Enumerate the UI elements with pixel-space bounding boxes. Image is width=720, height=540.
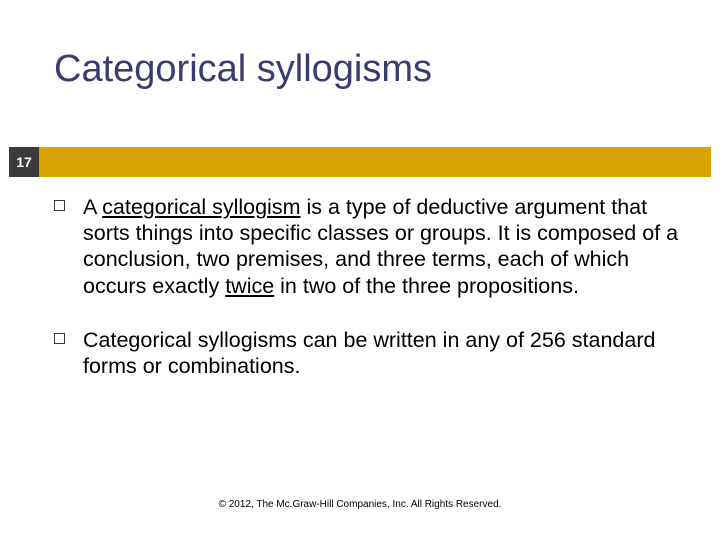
text-fragment: A (83, 195, 102, 219)
page-number-badge: 17 (9, 147, 39, 177)
list-item: Categorical syllogisms can be written in… (54, 327, 680, 379)
text-fragment: in two of the three propositions. (274, 274, 579, 298)
bullet-text-2: Categorical syllogisms can be written in… (83, 327, 680, 379)
accent-bar (9, 147, 711, 177)
bullet-text-1: A categorical syllogism is a type of ded… (83, 194, 680, 299)
underlined-word: twice (225, 274, 274, 298)
page-title: Categorical syllogisms (54, 48, 432, 91)
content-area: A categorical syllogism is a type of ded… (54, 194, 680, 407)
footer-copyright: © 2012, The Mc.Graw-Hill Companies, Inc.… (0, 499, 720, 510)
slide: Categorical syllogisms 17 A categorical … (0, 0, 720, 540)
list-item: A categorical syllogism is a type of ded… (54, 194, 680, 299)
bullet-icon (54, 200, 65, 211)
underlined-term: categorical syllogism (102, 195, 300, 219)
bullet-icon (54, 333, 65, 344)
